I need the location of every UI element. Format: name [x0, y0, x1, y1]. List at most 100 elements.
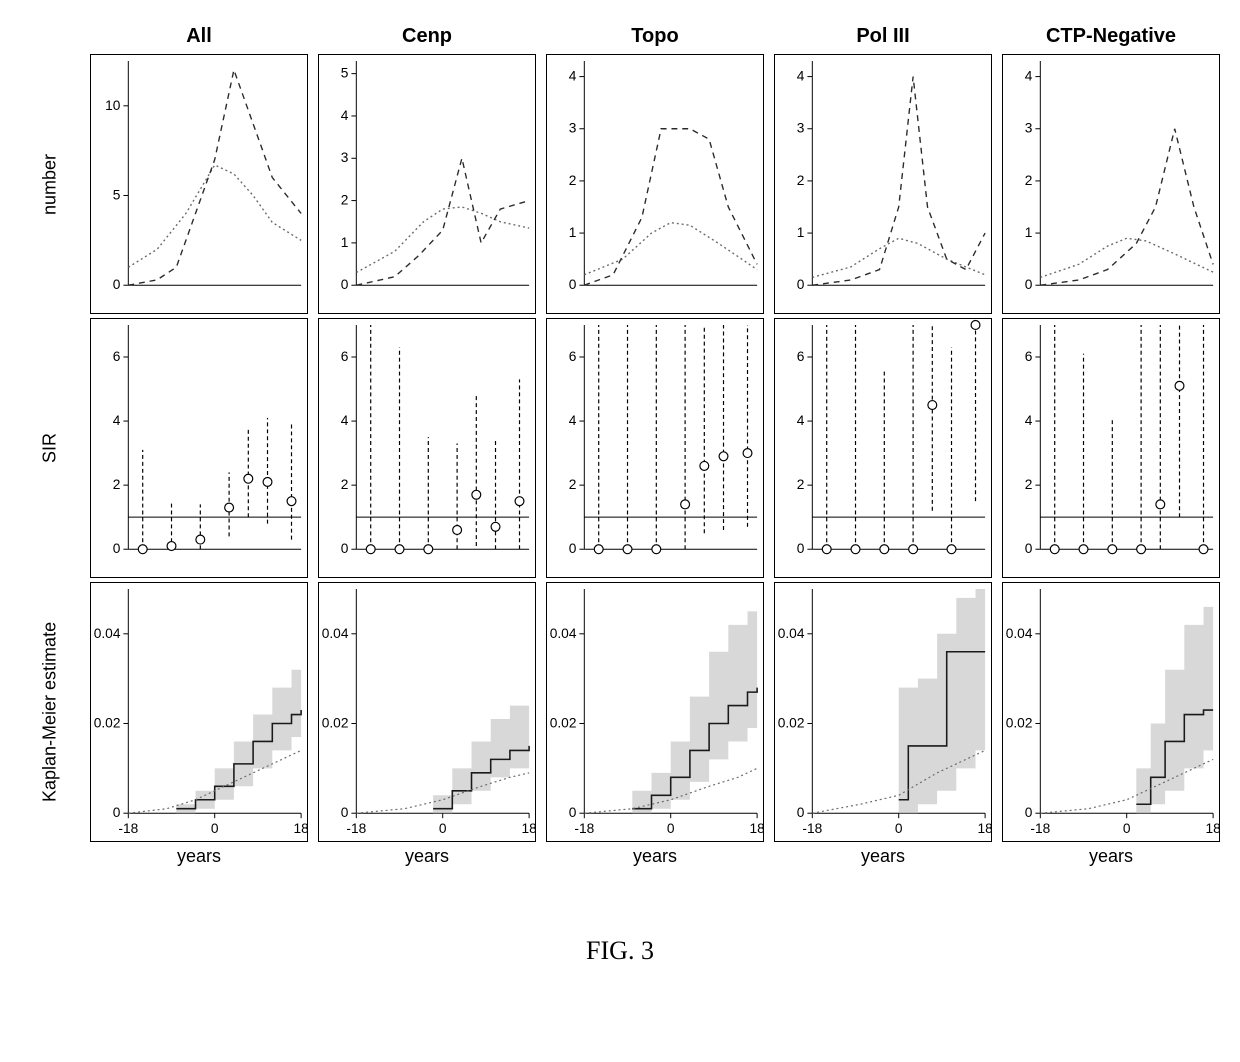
- svg-text:0.04: 0.04: [1006, 625, 1033, 641]
- svg-text:5: 5: [341, 65, 349, 81]
- svg-text:-18: -18: [346, 820, 366, 836]
- svg-text:6: 6: [113, 348, 121, 364]
- col-title-4: CTP-Negative: [1002, 20, 1220, 50]
- panel-r3-c1: 00.020.04-18018: [318, 582, 536, 842]
- panel-r1-c3: 0 1 2 3 4: [774, 54, 992, 314]
- svg-text:10: 10: [105, 97, 121, 113]
- svg-text:1: 1: [341, 234, 349, 250]
- svg-text:0.04: 0.04: [322, 625, 349, 641]
- figure-caption: FIG. 3: [20, 936, 1220, 966]
- svg-text:-18: -18: [802, 820, 822, 836]
- svg-text:4: 4: [797, 412, 805, 428]
- svg-text:2: 2: [341, 191, 349, 207]
- svg-text:0: 0: [1025, 540, 1033, 556]
- svg-text:0: 0: [1123, 820, 1131, 836]
- svg-text:6: 6: [1025, 348, 1033, 364]
- svg-text:18: 18: [977, 820, 991, 836]
- panel-r2-c0: 0 2 4 6: [90, 318, 308, 578]
- panel-grid: All Cenp Topo Pol III CTP-Negative numbe…: [20, 20, 1220, 896]
- svg-text:6: 6: [341, 348, 349, 364]
- panel-r1-c0: 0 5 10: [90, 54, 308, 314]
- svg-text:2: 2: [797, 476, 805, 492]
- svg-text:0.02: 0.02: [322, 714, 349, 730]
- svg-text:0: 0: [797, 540, 805, 556]
- svg-text:0: 0: [341, 540, 349, 556]
- panel-r3-c4: 00.020.04-18018: [1002, 582, 1220, 842]
- col-title-3: Pol III: [774, 20, 992, 50]
- svg-text:0: 0: [569, 540, 577, 556]
- col-title-2: Topo: [546, 20, 764, 50]
- svg-text:-18: -18: [118, 820, 138, 836]
- svg-text:0: 0: [211, 820, 219, 836]
- x-label-2: years: [546, 846, 764, 896]
- svg-text:0: 0: [341, 804, 349, 820]
- svg-text:18: 18: [521, 820, 535, 836]
- x-label-0: years: [90, 846, 308, 896]
- panel-r2-c1: 0 2 4 6: [318, 318, 536, 578]
- svg-text:0.02: 0.02: [1006, 714, 1033, 730]
- svg-text:2: 2: [569, 476, 577, 492]
- x-label-4: years: [1002, 846, 1220, 896]
- svg-text:1: 1: [797, 224, 805, 240]
- svg-text:-18: -18: [1030, 820, 1050, 836]
- panel-r1-c4: 01234: [1002, 54, 1220, 314]
- panel-r3-c3: 00.020.04-18018: [774, 582, 992, 842]
- svg-text:6: 6: [569, 348, 577, 364]
- svg-text:0.02: 0.02: [550, 714, 577, 730]
- svg-text:2: 2: [341, 476, 349, 492]
- svg-text:18: 18: [1205, 820, 1219, 836]
- figure-3: All Cenp Topo Pol III CTP-Negative numbe…: [20, 20, 1220, 966]
- svg-text:4: 4: [797, 68, 805, 84]
- svg-text:2: 2: [1025, 172, 1033, 188]
- svg-text:4: 4: [569, 68, 577, 84]
- svg-text:0: 0: [341, 276, 349, 292]
- svg-text:0: 0: [113, 804, 121, 820]
- panel-r2-c4: 0 2 4 6: [1002, 318, 1220, 578]
- svg-text:4: 4: [1025, 68, 1033, 84]
- panel-r1-c2: 01234: [546, 54, 764, 314]
- row-label-2: Kaplan-Meier estimate: [20, 582, 80, 842]
- col-title-0: All: [90, 20, 308, 50]
- svg-text:0: 0: [797, 276, 805, 292]
- svg-text:2: 2: [1025, 476, 1033, 492]
- svg-text:0: 0: [113, 540, 121, 556]
- panel-r2-c3: 0246: [774, 318, 992, 578]
- svg-text:0: 0: [113, 276, 121, 292]
- svg-text:0: 0: [667, 820, 675, 836]
- row-label-1: SIR: [20, 318, 80, 578]
- svg-text:4: 4: [113, 412, 121, 428]
- row-label-0: number: [20, 54, 80, 314]
- svg-text:5: 5: [113, 186, 121, 202]
- svg-text:3: 3: [569, 120, 577, 136]
- svg-text:0: 0: [895, 820, 903, 836]
- svg-text:0.04: 0.04: [778, 625, 805, 641]
- panel-r2-c2: 0 2 4 6: [546, 318, 764, 578]
- svg-text:0.02: 0.02: [778, 714, 805, 730]
- svg-text:0: 0: [569, 804, 577, 820]
- svg-text:0: 0: [439, 820, 447, 836]
- svg-text:3: 3: [341, 149, 349, 165]
- x-label-3: years: [774, 846, 992, 896]
- col-title-1: Cenp: [318, 20, 536, 50]
- panel-r3-c0: 00.020.04-18018: [90, 582, 308, 842]
- svg-text:0.02: 0.02: [94, 714, 121, 730]
- svg-text:1: 1: [1025, 224, 1033, 240]
- svg-text:0: 0: [1025, 804, 1033, 820]
- svg-text:1: 1: [569, 224, 577, 240]
- svg-text:0.04: 0.04: [550, 625, 577, 641]
- x-label-1: years: [318, 846, 536, 896]
- panel-r3-c2: 00.020.04-18018: [546, 582, 764, 842]
- svg-text:2: 2: [113, 476, 121, 492]
- svg-text:0.04: 0.04: [94, 625, 121, 641]
- svg-text:4: 4: [341, 107, 349, 123]
- svg-text:0: 0: [797, 804, 805, 820]
- svg-text:-18: -18: [574, 820, 594, 836]
- svg-text:4: 4: [341, 412, 349, 428]
- svg-text:2: 2: [797, 172, 805, 188]
- svg-text:0: 0: [569, 276, 577, 292]
- svg-text:4: 4: [569, 412, 577, 428]
- svg-text:0: 0: [1025, 276, 1033, 292]
- svg-text:3: 3: [797, 120, 805, 136]
- svg-text:4: 4: [1025, 412, 1033, 428]
- panel-r1-c1: 0 1 2 3 4 5: [318, 54, 536, 314]
